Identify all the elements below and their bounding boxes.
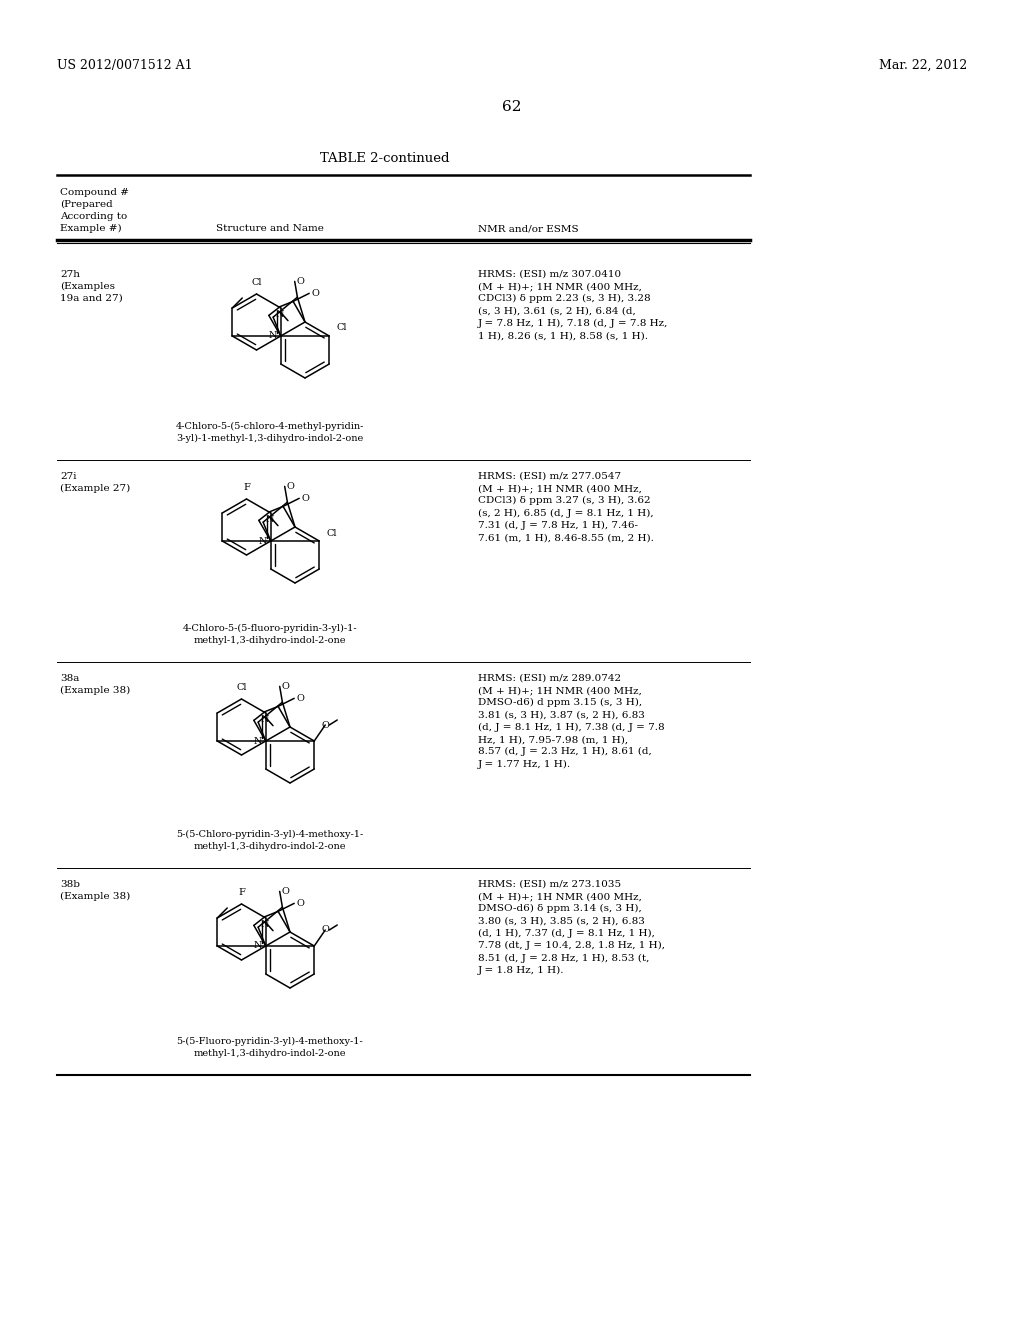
Text: O: O — [322, 721, 329, 730]
Text: 38a: 38a — [60, 675, 80, 682]
Text: 5-(5-Fluoro-pyridin-3-yl)-4-methoxy-1-
methyl-1,3-dihydro-indol-2-one: 5-(5-Fluoro-pyridin-3-yl)-4-methoxy-1- m… — [176, 1038, 364, 1057]
Text: US 2012/0071512 A1: US 2012/0071512 A1 — [57, 58, 193, 71]
Text: (Example 27): (Example 27) — [60, 484, 130, 494]
Text: 4-Chloro-5-(5-fluoro-pyridin-3-yl)-1-
methyl-1,3-dihydro-indol-2-one: 4-Chloro-5-(5-fluoro-pyridin-3-yl)-1- me… — [182, 624, 357, 645]
Text: N: N — [258, 536, 266, 545]
Text: 38b: 38b — [60, 880, 80, 888]
Text: N: N — [275, 310, 285, 318]
Text: N: N — [261, 920, 269, 929]
Text: 62: 62 — [502, 100, 522, 114]
Text: HRMS: (ESI) m/z 289.0742
(M + H)+; 1H NMR (400 MHz,
DMSO-d6) d ppm 3.15 (s, 3 H): HRMS: (ESI) m/z 289.0742 (M + H)+; 1H NM… — [478, 675, 665, 768]
Text: O: O — [322, 925, 329, 935]
Text: 19a and 27): 19a and 27) — [60, 294, 123, 304]
Text: 5-(5-Chloro-pyridin-3-yl)-4-methoxy-1-
methyl-1,3-dihydro-indol-2-one: 5-(5-Chloro-pyridin-3-yl)-4-methoxy-1- m… — [176, 830, 364, 851]
Text: F: F — [243, 483, 250, 492]
Text: Structure and Name: Structure and Name — [216, 224, 324, 234]
Text: Cl: Cl — [237, 682, 247, 692]
Text: HRMS: (ESI) m/z 273.1035
(M + H)+; 1H NMR (400 MHz,
DMSO-d6) δ ppm 3.14 (s, 3 H): HRMS: (ESI) m/z 273.1035 (M + H)+; 1H NM… — [478, 880, 665, 975]
Text: Mar. 22, 2012: Mar. 22, 2012 — [879, 58, 967, 71]
Text: TABLE 2-continued: TABLE 2-continued — [321, 152, 450, 165]
Text: O: O — [311, 289, 319, 298]
Text: (Example 38): (Example 38) — [60, 686, 130, 696]
Text: O: O — [296, 899, 304, 908]
Text: N: N — [265, 515, 274, 524]
Text: Cl: Cl — [251, 279, 262, 286]
Text: O: O — [297, 277, 304, 286]
Text: N: N — [253, 941, 262, 950]
Text: NMR and/or ESMS: NMR and/or ESMS — [478, 224, 579, 234]
Text: F: F — [238, 888, 245, 898]
Text: N: N — [268, 331, 276, 341]
Text: 27i: 27i — [60, 473, 77, 480]
Text: Compound #: Compound # — [60, 187, 129, 197]
Text: (Examples: (Examples — [60, 282, 115, 292]
Text: O: O — [301, 494, 309, 503]
Text: N: N — [253, 737, 262, 746]
Text: (Prepared: (Prepared — [60, 201, 113, 209]
Text: N: N — [261, 714, 269, 723]
Text: Example #): Example #) — [60, 224, 122, 234]
Text: O: O — [282, 887, 290, 896]
Text: 27h: 27h — [60, 271, 80, 279]
Text: O: O — [282, 682, 290, 690]
Text: According to: According to — [60, 213, 127, 220]
Text: (Example 38): (Example 38) — [60, 892, 130, 902]
Text: Cl: Cl — [336, 323, 347, 333]
Text: O: O — [287, 482, 295, 491]
Text: HRMS: (ESI) m/z 307.0410
(M + H)+; 1H NMR (400 MHz,
CDCl3) δ ppm 2.23 (s, 3 H), : HRMS: (ESI) m/z 307.0410 (M + H)+; 1H NM… — [478, 271, 669, 341]
Text: Cl: Cl — [327, 528, 337, 537]
Text: O: O — [296, 694, 304, 702]
Text: 4-Chloro-5-(5-chloro-4-methyl-pyridin-
3-yl)-1-methyl-1,3-dihydro-indol-2-one: 4-Chloro-5-(5-chloro-4-methyl-pyridin- 3… — [176, 422, 365, 444]
Text: HRMS: (ESI) m/z 277.0547
(M + H)+; 1H NMR (400 MHz,
CDCl3) δ ppm 3.27 (s, 3 H), : HRMS: (ESI) m/z 277.0547 (M + H)+; 1H NM… — [478, 473, 654, 543]
